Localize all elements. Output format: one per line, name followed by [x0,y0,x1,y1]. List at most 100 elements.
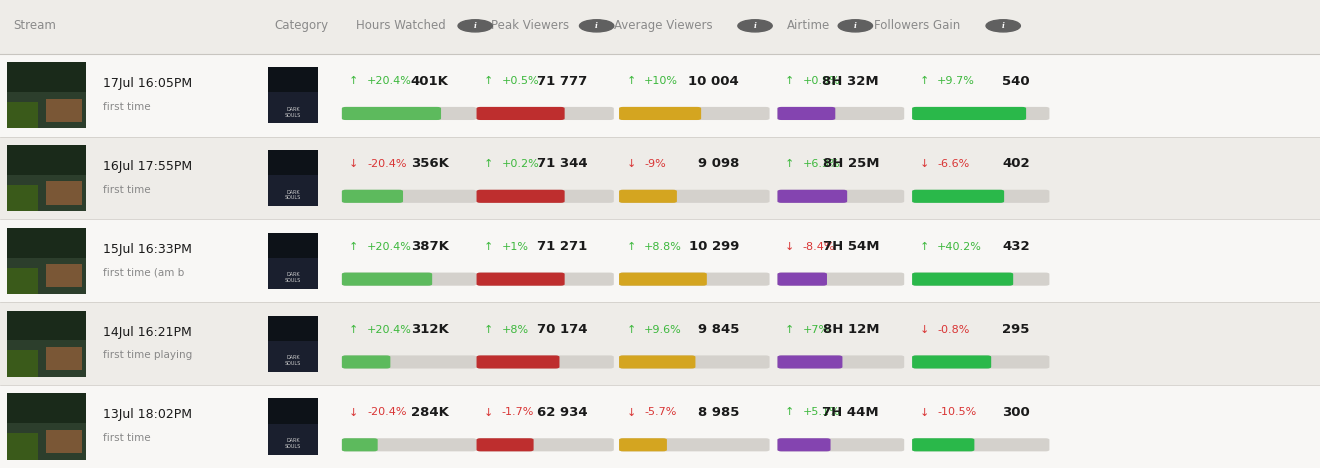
FancyBboxPatch shape [477,272,614,285]
Text: first time playing: first time playing [103,351,193,360]
FancyBboxPatch shape [619,272,706,285]
Text: -9%: -9% [644,159,665,169]
Text: ↑: ↑ [348,325,359,335]
FancyBboxPatch shape [7,394,86,460]
Text: ↓: ↓ [919,159,929,169]
FancyBboxPatch shape [477,107,565,120]
Text: 401K: 401K [411,75,449,88]
FancyBboxPatch shape [912,190,1005,203]
FancyBboxPatch shape [912,190,1049,203]
FancyBboxPatch shape [268,67,318,92]
FancyBboxPatch shape [477,190,614,203]
Text: -0.8%: -0.8% [937,325,970,335]
FancyBboxPatch shape [777,355,904,368]
FancyBboxPatch shape [342,272,477,285]
Text: ↑: ↑ [626,242,636,252]
Text: +8%: +8% [502,325,529,335]
Text: +20.4%: +20.4% [367,325,412,335]
Text: Airtime: Airtime [787,19,830,32]
FancyBboxPatch shape [619,190,677,203]
Text: ↑: ↑ [784,325,795,335]
Text: 71 271: 71 271 [537,241,587,253]
Text: 540: 540 [1002,75,1030,88]
FancyBboxPatch shape [7,185,38,211]
Text: ↓: ↓ [348,408,359,417]
FancyBboxPatch shape [912,438,1049,451]
Text: DARK
SOULS: DARK SOULS [285,107,301,117]
Text: ↑: ↑ [626,76,636,86]
FancyBboxPatch shape [268,398,318,455]
FancyBboxPatch shape [619,107,770,120]
Text: 300: 300 [1002,406,1030,419]
FancyBboxPatch shape [7,62,86,128]
Text: -1.7%: -1.7% [502,408,535,417]
Text: ↑: ↑ [483,159,494,169]
Text: 62 934: 62 934 [537,406,587,419]
FancyBboxPatch shape [619,107,701,120]
Text: ↓: ↓ [784,242,795,252]
FancyBboxPatch shape [619,355,770,368]
FancyBboxPatch shape [777,190,847,203]
FancyBboxPatch shape [46,99,82,122]
FancyBboxPatch shape [46,182,82,205]
Text: ↑: ↑ [784,408,795,417]
FancyBboxPatch shape [342,272,432,285]
Text: -5.7%: -5.7% [644,408,677,417]
Text: +0.5%: +0.5% [502,76,540,86]
Text: 312K: 312K [411,323,449,336]
FancyBboxPatch shape [777,272,826,285]
Text: +40.2%: +40.2% [937,242,982,252]
Text: +1%: +1% [502,242,528,252]
Text: 356K: 356K [411,158,449,170]
FancyBboxPatch shape [342,355,391,368]
FancyBboxPatch shape [0,385,1320,468]
FancyBboxPatch shape [0,302,1320,385]
Text: 70 174: 70 174 [537,323,587,336]
Text: -20.4%: -20.4% [367,408,407,417]
FancyBboxPatch shape [0,54,1320,137]
Text: ↑: ↑ [348,76,359,86]
Text: 9 845: 9 845 [698,323,739,336]
FancyBboxPatch shape [7,311,86,340]
Circle shape [738,20,772,32]
Text: 284K: 284K [411,406,449,419]
Text: 9 098: 9 098 [698,158,739,170]
FancyBboxPatch shape [342,190,477,203]
Text: DARK
SOULS: DARK SOULS [285,272,301,283]
Circle shape [838,20,873,32]
Text: ↓: ↓ [919,325,929,335]
FancyBboxPatch shape [7,268,38,294]
FancyBboxPatch shape [912,355,1049,368]
FancyBboxPatch shape [912,107,1049,120]
Text: +6.3%: +6.3% [803,159,841,169]
Text: 15Jul 16:33PM: 15Jul 16:33PM [103,243,191,256]
FancyBboxPatch shape [477,355,614,368]
Text: 10 299: 10 299 [689,241,739,253]
Text: 295: 295 [1002,323,1030,336]
FancyBboxPatch shape [46,264,82,287]
Text: Average Viewers: Average Viewers [614,19,713,32]
Text: first time: first time [103,185,150,195]
FancyBboxPatch shape [7,145,86,175]
FancyBboxPatch shape [477,438,533,451]
Text: ↓: ↓ [626,408,636,417]
Text: 7H 44M: 7H 44M [822,406,879,419]
Text: 8H 32M: 8H 32M [822,75,879,88]
Text: ↑: ↑ [483,76,494,86]
Text: +9.6%: +9.6% [644,325,682,335]
FancyBboxPatch shape [342,355,477,368]
Text: 13Jul 18:02PM: 13Jul 18:02PM [103,409,191,422]
Text: ↓: ↓ [626,159,636,169]
FancyBboxPatch shape [477,190,565,203]
Text: +9.7%: +9.7% [937,76,975,86]
Text: +7%: +7% [803,325,830,335]
Text: ↑: ↑ [919,76,929,86]
FancyBboxPatch shape [777,355,842,368]
FancyBboxPatch shape [268,150,318,206]
Text: +20.4%: +20.4% [367,242,412,252]
FancyBboxPatch shape [268,398,318,424]
Text: 17Jul 16:05PM: 17Jul 16:05PM [103,77,193,90]
FancyBboxPatch shape [477,107,614,120]
FancyBboxPatch shape [342,107,441,120]
Circle shape [458,20,492,32]
